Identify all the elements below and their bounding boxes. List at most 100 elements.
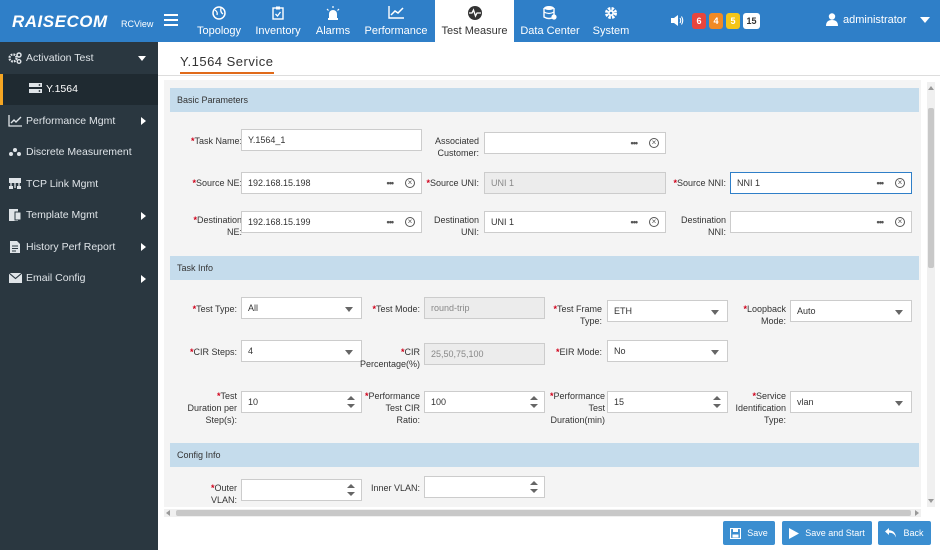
clear-icon[interactable]: × xyxy=(895,178,905,188)
nav-performance[interactable]: Performance xyxy=(361,0,431,42)
inner-vlan-label: Inner VLAN: xyxy=(370,483,420,493)
sidebar-item-discrete-measurement[interactable]: Discrete Measurement xyxy=(0,137,158,169)
document-icon xyxy=(8,240,22,253)
outer-vlan-stepper[interactable] xyxy=(241,479,362,501)
save-and-start-button[interactable]: Save and Start xyxy=(782,521,872,545)
clear-icon[interactable]: × xyxy=(405,217,415,227)
browse-icon[interactable]: ••• xyxy=(876,178,885,188)
user-menu[interactable]: administrator xyxy=(826,13,930,26)
chevron-down-icon xyxy=(919,16,930,23)
chevron-down-icon xyxy=(345,350,353,355)
test-frame-type-label: *Test Frame Type: xyxy=(553,304,602,326)
clear-icon[interactable]: × xyxy=(405,178,415,188)
save-button[interactable]: Save xyxy=(723,521,775,545)
clear-icon[interactable]: × xyxy=(649,217,659,227)
chevron-down-icon xyxy=(345,307,353,312)
browse-icon[interactable]: ••• xyxy=(630,138,639,148)
test-duration-stepper[interactable]: 10 xyxy=(241,391,362,413)
warning-alarm-badge[interactable]: 15 xyxy=(743,13,760,29)
inner-vlan-stepper[interactable] xyxy=(424,476,545,498)
top-navigation-bar: RAISECOM RCView Topology Inventory Alarm… xyxy=(0,0,940,42)
network-icon xyxy=(8,177,22,190)
performance-cir-ratio-label: *Performance Test CIR Ratio: xyxy=(364,391,420,425)
minor-alarm-badge[interactable]: 5 xyxy=(726,13,740,29)
rcview-label: RCView xyxy=(121,19,154,29)
destination-uni-input[interactable]: UNI 1 ••• × xyxy=(484,211,666,233)
cir-steps-select[interactable]: 4 xyxy=(241,340,362,362)
sidebar-item-label: History Perf Report xyxy=(26,240,116,253)
sidebar-item-label: Performance Mgmt xyxy=(26,114,116,127)
chevron-down-icon xyxy=(895,310,903,315)
line-chart-icon xyxy=(8,114,22,127)
nav-alarms[interactable]: Alarms xyxy=(309,0,357,42)
raisecom-logo: RAISECOM xyxy=(12,12,108,31)
sidebar-item-y1564[interactable]: Y.1564 xyxy=(0,73,158,105)
sidebar-item-tcp-link-mgmt[interactable]: TCP Link Mgmt xyxy=(0,168,158,200)
performance-duration-stepper[interactable]: 15 xyxy=(607,391,728,413)
spinner-icon[interactable] xyxy=(530,480,538,494)
nav-data-center[interactable]: Data Center xyxy=(517,0,583,42)
test-mode-input: round-trip xyxy=(424,297,545,319)
horizontal-scrollbar[interactable] xyxy=(164,509,921,517)
clear-icon[interactable]: × xyxy=(649,138,659,148)
sidebar-item-performance-mgmt[interactable]: Performance Mgmt xyxy=(0,105,158,137)
task-name-input[interactable]: Y.1564_1 xyxy=(241,129,422,151)
siren-icon xyxy=(309,5,357,20)
sidebar-item-label: TCP Link Mgmt xyxy=(26,177,99,190)
template-icon xyxy=(8,209,22,222)
menu-toggle-icon[interactable] xyxy=(164,14,178,26)
back-button[interactable]: Back xyxy=(878,521,931,545)
destination-ne-input[interactable]: 192.168.15.199 ••• × xyxy=(241,211,422,233)
spinner-icon[interactable] xyxy=(530,395,538,409)
test-mode-label: *Test Mode: xyxy=(372,304,420,314)
sound-icon[interactable] xyxy=(670,14,684,27)
source-ne-input[interactable]: 192.168.15.198 ••• × xyxy=(241,172,422,194)
nav-label: Topology xyxy=(196,25,242,37)
test-frame-type-select[interactable]: ETH xyxy=(607,300,728,322)
sidebar-item-template-mgmt[interactable]: Template Mgmt xyxy=(0,200,158,232)
service-id-type-label: *Service Identification Type: xyxy=(735,391,786,425)
sidebar-item-activation-test[interactable]: Activation Test xyxy=(0,42,158,74)
sidebar-item-history-perf-report[interactable]: History Perf Report xyxy=(0,231,158,263)
nav-label: System xyxy=(592,25,630,37)
destination-nni-label: Destination NNI: xyxy=(680,215,726,237)
test-duration-label: *Test Duration per Step(s): xyxy=(187,391,237,425)
eir-mode-select[interactable]: No xyxy=(607,340,728,362)
sidebar-item-email-config[interactable]: Email Config xyxy=(0,263,158,295)
browse-icon[interactable]: ••• xyxy=(386,178,395,188)
nav-inventory[interactable]: Inventory xyxy=(249,0,307,42)
nav-label: Test Measure xyxy=(441,25,508,37)
browse-icon[interactable]: ••• xyxy=(386,217,395,227)
browse-icon[interactable]: ••• xyxy=(876,217,885,227)
browse-icon[interactable]: ••• xyxy=(630,217,639,227)
spinner-icon[interactable] xyxy=(713,395,721,409)
sidebar-item-label: Discrete Measurement xyxy=(26,146,132,159)
eir-mode-label: *EIR Mode: xyxy=(555,347,602,357)
cir-percentage-input: 25,50,75,100 xyxy=(424,343,545,365)
spinner-icon[interactable] xyxy=(347,395,355,409)
service-id-type-select[interactable]: vlan xyxy=(790,391,912,413)
page-title: Y.1564 Service xyxy=(180,54,274,74)
loopback-mode-select[interactable]: Auto xyxy=(790,300,912,322)
line-chart-icon xyxy=(361,5,431,20)
nav-label: Data Center xyxy=(520,25,580,37)
nav-system[interactable]: System xyxy=(589,0,633,42)
major-alarm-badge[interactable]: 4 xyxy=(709,13,723,29)
clear-icon[interactable]: × xyxy=(895,217,905,227)
destination-nni-input[interactable]: ••• × xyxy=(730,211,912,233)
destination-uni-label: Destination UNI: xyxy=(433,215,479,237)
performance-cir-ratio-stepper[interactable]: 100 xyxy=(424,391,545,413)
source-nni-input[interactable]: NNI 1 ••• × xyxy=(730,172,912,194)
test-type-select[interactable]: All xyxy=(241,297,362,319)
associated-customer-label: Associated Customer: xyxy=(434,136,479,158)
chevron-down-icon xyxy=(895,401,903,406)
scatter-icon xyxy=(8,146,22,158)
associated-customer-input[interactable]: ••• × xyxy=(484,132,666,154)
nav-test-measure[interactable]: Test Measure xyxy=(435,0,514,42)
vertical-scrollbar[interactable] xyxy=(927,82,935,507)
spinner-icon[interactable] xyxy=(347,483,355,497)
nav-topology[interactable]: Topology xyxy=(190,0,248,42)
source-uni-input: UNI 1 xyxy=(484,172,666,194)
critical-alarm-badge[interactable]: 6 xyxy=(692,13,706,29)
alarm-badges: 6 4 5 15 xyxy=(692,13,760,29)
